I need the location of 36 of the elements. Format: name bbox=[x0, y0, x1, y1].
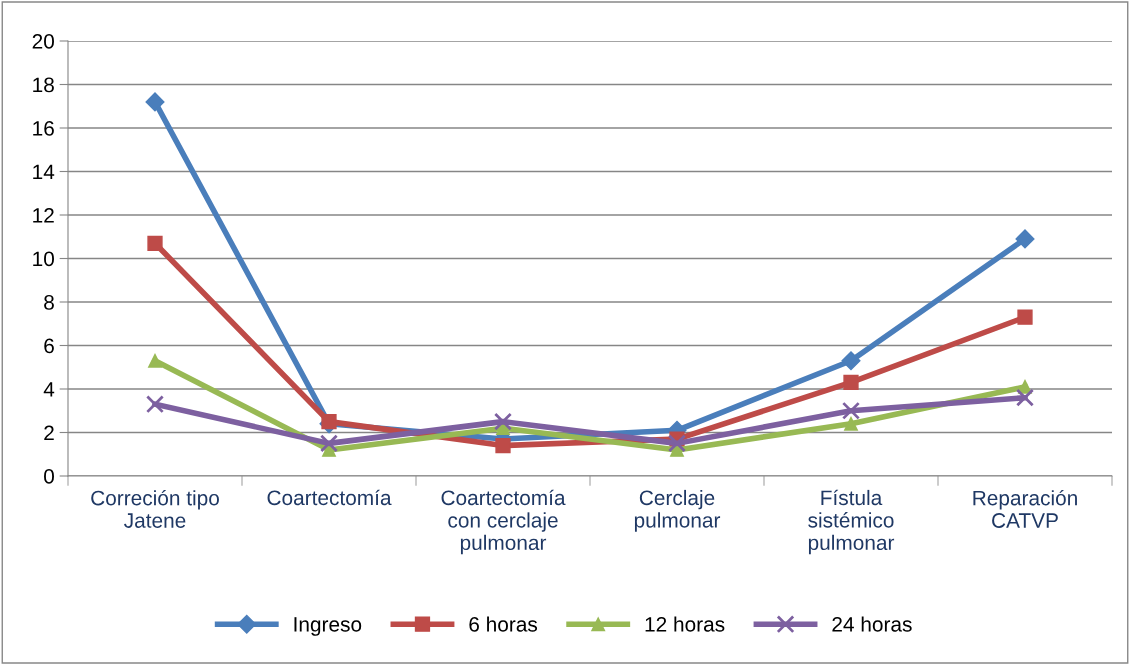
point bbox=[1017, 309, 1033, 325]
y-tick-label: 10 bbox=[33, 251, 54, 267]
y-tick-label: 12 bbox=[33, 208, 54, 223]
y-tick-label: 18 bbox=[33, 77, 54, 93]
legend-label: Ingreso bbox=[294, 617, 362, 636]
y-tick-label: 6 bbox=[44, 338, 54, 354]
y-tick-label: 20 bbox=[32, 34, 54, 49]
x-tick-label: Coartectomía bbox=[267, 489, 392, 506]
point bbox=[667, 434, 687, 453]
y-tick-label: 4 bbox=[43, 382, 55, 397]
y-tick-label: 8 bbox=[44, 295, 54, 310]
point bbox=[841, 401, 861, 420]
legend-label: 12 horas bbox=[645, 616, 725, 632]
point bbox=[145, 92, 165, 112]
point bbox=[495, 437, 511, 454]
y-tick-label: 0 bbox=[44, 469, 54, 484]
point bbox=[148, 353, 162, 368]
x-tick-label: Fístula sistémico pulmonar bbox=[808, 489, 895, 555]
point bbox=[1015, 388, 1035, 407]
y-tick-label: 14 bbox=[33, 164, 55, 180]
point bbox=[841, 351, 861, 371]
x-tick-label: Reparación CATVP bbox=[973, 489, 1077, 528]
point bbox=[1015, 229, 1035, 249]
point bbox=[319, 434, 339, 453]
legend-label: 6 horas bbox=[469, 616, 538, 632]
x-tick-label: Correción tipo Jatene bbox=[91, 489, 219, 528]
point bbox=[145, 395, 165, 414]
point bbox=[844, 416, 858, 431]
x-tick-label: Cerclaje pulmonar bbox=[634, 489, 721, 532]
point bbox=[493, 412, 513, 431]
y-tick-label: 2 bbox=[44, 425, 54, 441]
legend-label: 24 horas bbox=[832, 616, 912, 632]
point bbox=[843, 374, 859, 391]
point bbox=[147, 235, 163, 251]
x-tick-label: Coartectomía con cerclaje pulmonar bbox=[441, 489, 566, 555]
y-tick-label: 16 bbox=[33, 121, 54, 136]
